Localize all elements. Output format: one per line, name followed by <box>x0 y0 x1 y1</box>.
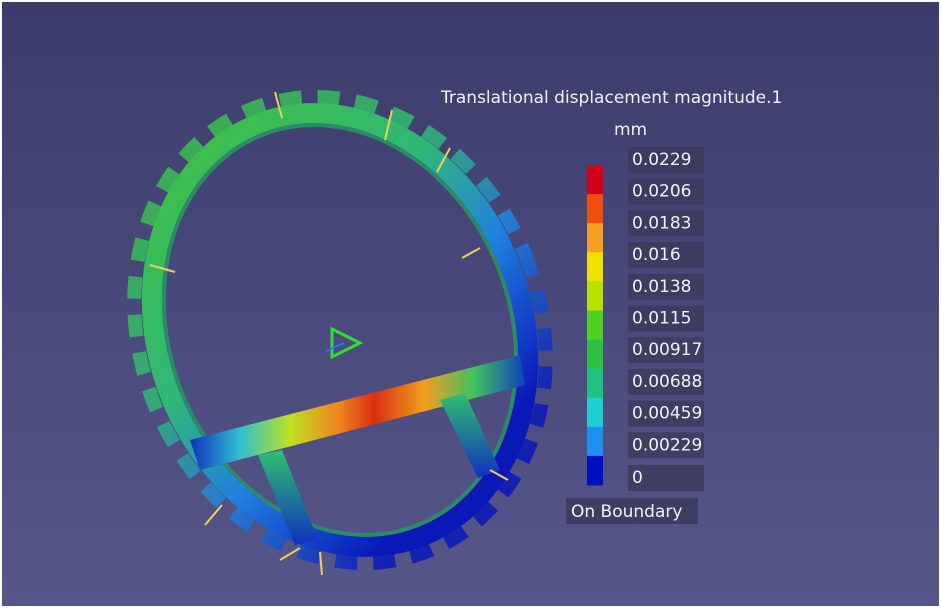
legend-footer: On Boundary <box>571 502 682 522</box>
legend-label: 0.00917 <box>632 340 702 360</box>
color-band <box>587 281 603 311</box>
color-band <box>587 194 603 224</box>
color-band <box>587 369 603 399</box>
legend-label: 0 <box>632 468 643 488</box>
legend-label: 0.0229 <box>632 150 691 170</box>
color-band <box>587 223 603 253</box>
legend-label: 0.00229 <box>632 435 702 455</box>
color-band <box>587 398 603 428</box>
color-band <box>587 252 603 282</box>
color-band <box>587 456 603 486</box>
screenshot: Translational displacement magnitude.1 m… <box>0 0 941 608</box>
legend-label: 0.00459 <box>632 404 702 424</box>
color-band <box>587 340 603 370</box>
legend-label: 0.0183 <box>632 213 691 233</box>
legend-title: Translational displacement magnitude.1 <box>440 88 782 108</box>
legend-label: 0.0138 <box>632 277 691 297</box>
legend-label: 0.0115 <box>632 309 691 329</box>
viewport: Translational displacement magnitude.1 m… <box>0 0 941 608</box>
legend-label: 0.016 <box>632 245 681 265</box>
color-band <box>587 165 603 195</box>
legend-label: 0.00688 <box>632 372 702 392</box>
color-band <box>587 427 603 457</box>
legend-label: 0.0206 <box>632 182 691 202</box>
legend-unit: mm <box>614 120 647 140</box>
color-band <box>587 310 603 340</box>
